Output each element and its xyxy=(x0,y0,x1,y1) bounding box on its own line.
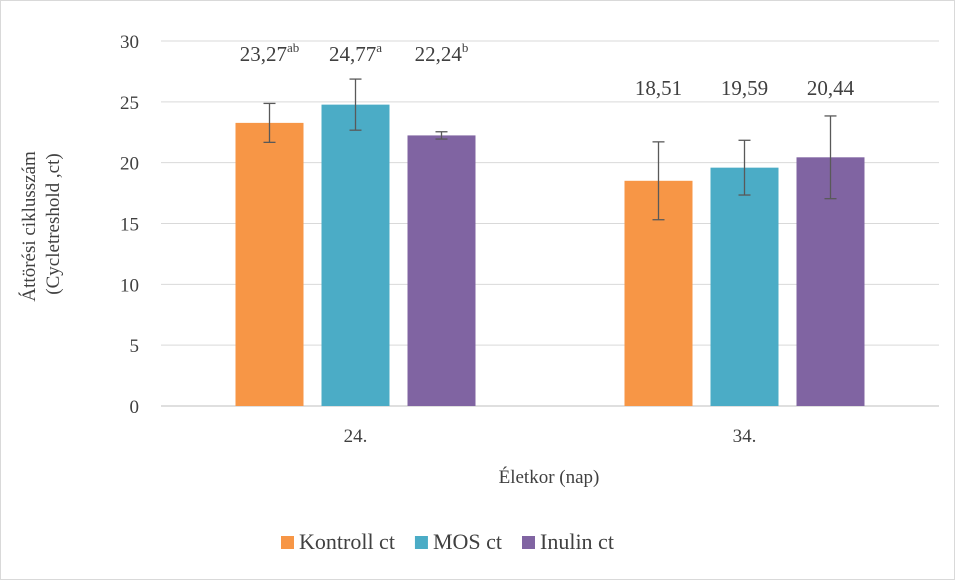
data-label: 24,77a xyxy=(329,40,382,66)
y-tick-label: 30 xyxy=(120,32,139,53)
bars xyxy=(235,78,865,407)
legend-item: Kontroll ct xyxy=(281,529,395,554)
data-label: 19,59 xyxy=(721,76,768,100)
legend-item: Inulin ct xyxy=(522,529,614,554)
error-bar xyxy=(349,78,362,131)
data-labels: 23,27ab 24,77a 22,24b 18,51 19,59 20,44 xyxy=(240,40,855,100)
bar-kontroll-ct xyxy=(235,122,304,407)
legend-swatch xyxy=(414,536,428,549)
axes: 0 5 10 15 20 25 30 24. 34. xyxy=(120,32,939,447)
legend-item: MOS ct xyxy=(414,529,502,554)
legend: Kontroll ct MOS ct Inulin ct xyxy=(281,529,614,554)
x-tick-label: 34. xyxy=(733,426,757,447)
error-bar xyxy=(738,139,751,196)
data-label: 20,44 xyxy=(807,76,855,100)
y-tick-label: 5 xyxy=(130,336,140,357)
x-tick-label: 24. xyxy=(344,426,368,447)
y-tick-label: 25 xyxy=(120,93,139,114)
error-bar xyxy=(824,115,837,200)
y-tick-label: 10 xyxy=(120,275,139,296)
error-bar xyxy=(263,102,276,143)
bar-mos-ct xyxy=(710,167,779,406)
y-axis-title-line-2: (Cycletreshold ,ct) xyxy=(43,153,64,294)
data-label: 18,51 xyxy=(635,76,682,100)
data-label: 23,27ab xyxy=(240,40,300,66)
x-axis-title: Életkor (nap) xyxy=(499,466,600,488)
y-tick-label: 20 xyxy=(120,154,139,175)
error-bar xyxy=(652,141,665,221)
bar-inulin-ct xyxy=(407,135,476,406)
legend-swatch xyxy=(281,536,294,549)
legend-label: Kontroll ct xyxy=(299,529,395,554)
legend-swatch xyxy=(522,536,535,549)
legend-label: Inulin ct xyxy=(540,529,614,554)
error-bar xyxy=(435,131,448,140)
y-tick-label: 15 xyxy=(120,215,139,236)
data-label: 22,24b xyxy=(415,40,469,66)
y-tick-label: 0 xyxy=(130,397,140,418)
y-axis-title: Áttörési ciklusszám (Cycletreshold ,ct) xyxy=(18,146,64,301)
bar-mos-ct xyxy=(321,104,390,407)
legend-label: MOS ct xyxy=(433,529,502,554)
y-axis-title-line-1: Áttörési ciklusszám xyxy=(18,151,40,302)
